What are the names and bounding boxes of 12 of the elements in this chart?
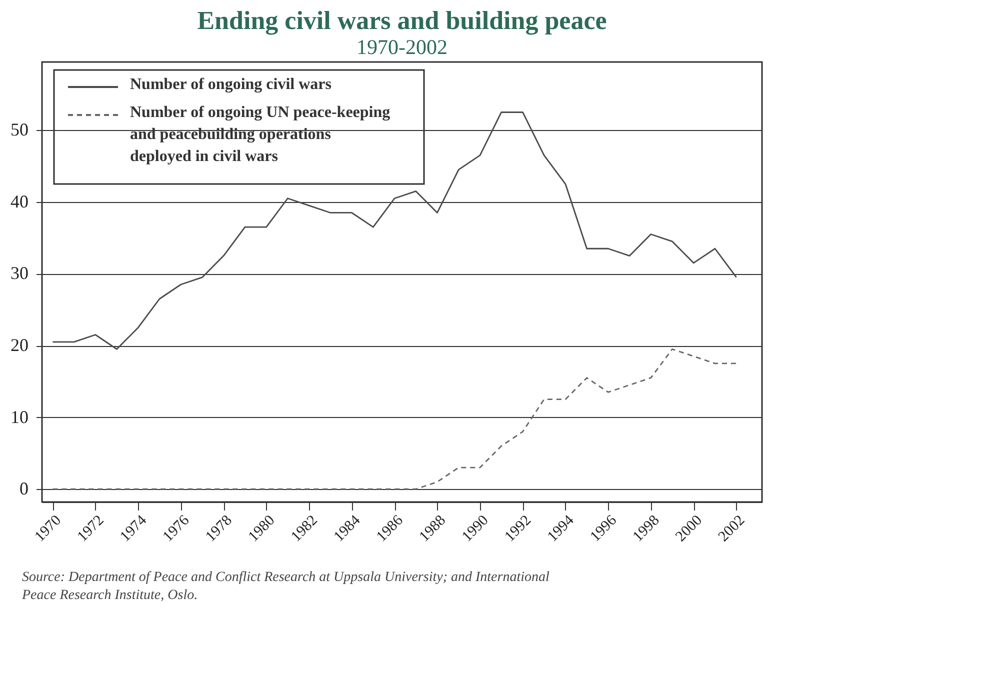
y-tick-label: 10 xyxy=(10,406,28,427)
y-tick-label: 40 xyxy=(10,191,28,212)
chart-title: Ending civil wars and building peace xyxy=(197,6,607,35)
legend-label: Number of ongoing UN peace-keeping and peacebuilding operations deployed in civil wars xyxy=(130,104,390,165)
legend-label: Number of ongoing civil wars xyxy=(130,76,332,93)
line-series xyxy=(52,348,738,490)
source-note: Source: Department of Peace and Conflict Research at Uppsala University; and International Peace Research Institute, Oslo. xyxy=(21,570,550,603)
y-tick-label: 0 xyxy=(20,478,28,499)
y-tick-label: 50 xyxy=(10,120,28,140)
y-tick-label: 30 xyxy=(10,263,28,284)
chart-subtitle: 1970-2002 xyxy=(356,35,448,59)
y-tick-label: 20 xyxy=(10,335,28,356)
